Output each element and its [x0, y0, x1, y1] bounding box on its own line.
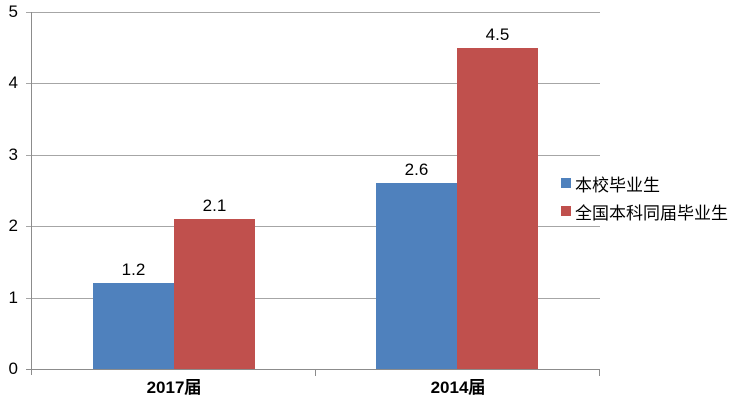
- category-label-2017: 2017届: [146, 378, 202, 397]
- y-tick-label-1: 1: [8, 288, 18, 307]
- category-label-2014: 2014届: [430, 378, 486, 397]
- legend-item-school: 本校毕业生: [561, 172, 728, 195]
- x-axis-line: [26, 369, 600, 370]
- gridline-5: [26, 12, 600, 13]
- data-label-2017-national: 2.1: [202, 196, 227, 216]
- legend: 本校毕业生 全国本科同届毕业生: [561, 172, 728, 228]
- data-label-2017-school: 1.2: [121, 260, 146, 280]
- y-tick-label-4: 4: [8, 73, 18, 92]
- x-axis-tick-mid: [315, 369, 316, 376]
- bar-2014-national: [457, 48, 538, 369]
- gridline-4: [26, 83, 600, 84]
- bar-2014-school: [376, 183, 457, 369]
- bar-2017-national: [174, 219, 255, 369]
- y-tick-label-5: 5: [8, 2, 18, 21]
- gridline-3: [26, 155, 600, 156]
- y-axis-line: [31, 12, 32, 375]
- gridline-2: [26, 226, 600, 227]
- y-tick-label-0: 0: [8, 359, 18, 378]
- legend-item-national: 全国本科同届毕业生: [561, 200, 728, 223]
- legend-swatch-blue-icon: [561, 178, 571, 188]
- y-tick-label-2: 2: [8, 216, 18, 235]
- bar-2017-school: [93, 283, 174, 369]
- data-label-2014-school: 2.6: [404, 160, 429, 180]
- gridline-1: [26, 298, 600, 299]
- legend-label-school: 本校毕业生: [575, 175, 660, 195]
- data-label-2014-national: 4.5: [485, 24, 510, 44]
- legend-label-national: 全国本科同届毕业生: [575, 203, 728, 223]
- x-axis-tick-right: [599, 369, 600, 376]
- legend-swatch-red-icon: [561, 206, 571, 216]
- y-tick-label-3: 3: [8, 145, 18, 164]
